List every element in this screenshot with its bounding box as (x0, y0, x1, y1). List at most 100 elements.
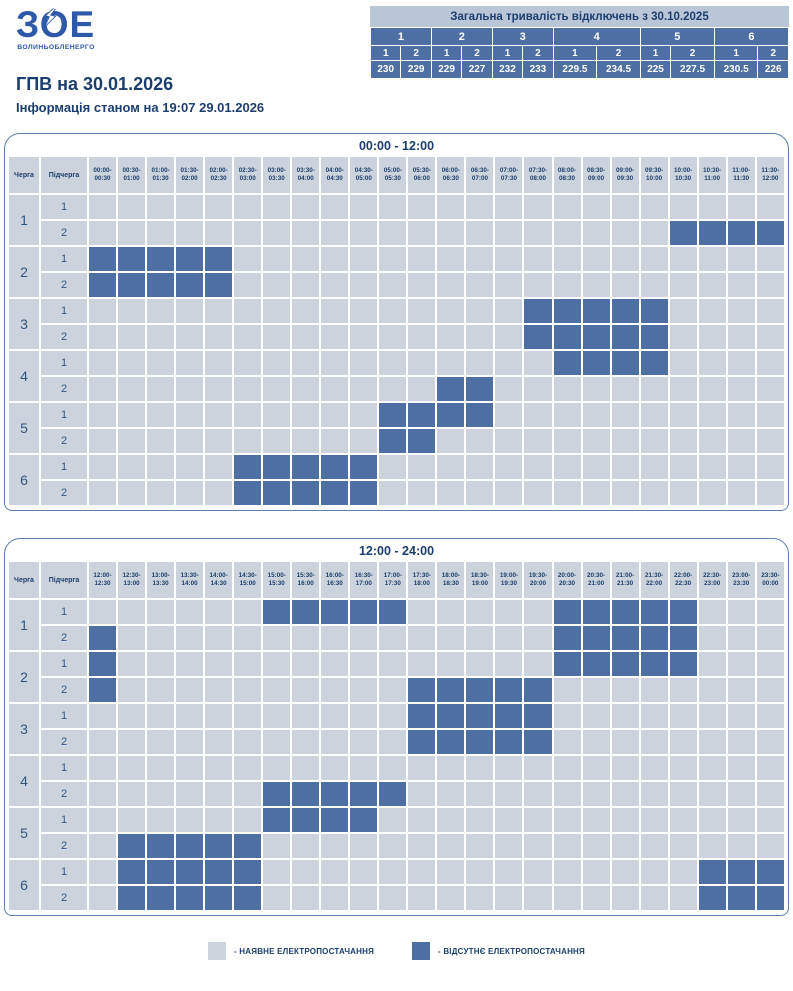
logo-letters: ЗОЕ (16, 4, 96, 45)
power-available-cell (89, 704, 117, 728)
outage-cell (118, 273, 146, 297)
time-slot-header: 08:30- 09:00 (582, 157, 610, 193)
power-available-cell (727, 626, 755, 650)
power-available-cell (756, 247, 784, 271)
totals-queue-header: 4 (553, 28, 640, 45)
power-available-cell (611, 782, 639, 806)
time-slot-header: 20:00- 20:30 (553, 562, 581, 598)
totals-subqueue-header: 1 (371, 46, 401, 60)
power-available-cell (321, 195, 349, 219)
outage-cell (263, 782, 291, 806)
power-available-cell (118, 195, 146, 219)
outage-cell (147, 273, 175, 297)
outage-cell (321, 600, 349, 624)
power-available-cell (205, 377, 233, 401)
power-available-cell (553, 860, 581, 884)
power-available-cell (640, 377, 668, 401)
power-available-cell (350, 221, 378, 245)
outage-cell (321, 782, 349, 806)
power-available-cell (727, 600, 755, 624)
outage-cell (698, 860, 726, 884)
power-available-cell (205, 756, 233, 780)
power-available-cell (582, 247, 610, 271)
power-available-cell (408, 808, 436, 832)
power-available-cell (640, 808, 668, 832)
outage-cell (611, 351, 639, 375)
outage-cell (408, 678, 436, 702)
power-available-cell (727, 756, 755, 780)
subqueue-label: 2 (41, 626, 87, 650)
power-available-cell (640, 429, 668, 453)
power-available-cell (640, 221, 668, 245)
time-slot-header: 03:30- 04:00 (292, 157, 320, 193)
power-available-cell (379, 221, 407, 245)
power-available-cell (263, 195, 291, 219)
power-available-cell (176, 377, 204, 401)
power-available-swatch (208, 942, 227, 960)
power-available-cell (321, 626, 349, 650)
power-available-cell (553, 678, 581, 702)
power-available-cell (379, 377, 407, 401)
power-available-cell (524, 600, 552, 624)
power-available-cell (756, 782, 784, 806)
subqueue-label: 1 (41, 808, 87, 832)
power-available-cell (640, 481, 668, 505)
power-available-cell (89, 808, 117, 832)
outage-cell (756, 886, 784, 910)
power-available-cell (147, 221, 175, 245)
power-available-cell (437, 626, 465, 650)
totals-subqueue-header: 2 (671, 46, 714, 60)
power-available-cell (89, 351, 117, 375)
power-available-cell (118, 756, 146, 780)
power-available-cell (640, 782, 668, 806)
power-available-cell (147, 195, 175, 219)
power-available-cell (727, 247, 755, 271)
subqueue-label: 1 (41, 652, 87, 676)
outage-cell (321, 808, 349, 832)
outage-cell (205, 860, 233, 884)
power-available-cell (147, 626, 175, 650)
power-available-cell (118, 403, 146, 427)
schedule-row: 2 (9, 730, 784, 754)
power-available-cell (408, 782, 436, 806)
power-available-cell (234, 626, 262, 650)
power-available-cell (524, 834, 552, 858)
power-available-cell (292, 886, 320, 910)
power-available-cell (205, 652, 233, 676)
schedule-row: 2 (9, 429, 784, 453)
legend: - НАЯВНЕ ЕЛЕКТРОПОСТАЧАННЯ - ВІДСУТНЄ ЕЛЕ… (0, 942, 793, 960)
totals-subqueue-header: 1 (553, 46, 597, 60)
power-available-cell (205, 678, 233, 702)
time-slot-header: 11:00- 11:30 (727, 157, 755, 193)
power-available-cell (292, 756, 320, 780)
power-available-cell (321, 325, 349, 349)
totals-subqueue-header: 2 (523, 46, 553, 60)
time-slot-header: 09:30- 10:00 (640, 157, 668, 193)
outage-cell (350, 600, 378, 624)
queue-column-header: Черга (9, 157, 39, 193)
outage-cell (756, 860, 784, 884)
power-available-cell (640, 455, 668, 479)
lightning-bolt-icon (44, 8, 57, 28)
legend-label: - ВІДСУТНЄ ЕЛЕКТРОПОСТАЧАННЯ (438, 946, 585, 956)
totals-subqueue-header: 2 (462, 46, 492, 60)
power-available-cell (379, 860, 407, 884)
queue-column-header: Черга (9, 562, 39, 598)
schedule-table-title: 12:00 - 24:00 (358, 544, 435, 558)
power-available-cell (495, 600, 523, 624)
power-available-cell (89, 600, 117, 624)
power-available-cell (466, 808, 494, 832)
power-available-cell (669, 808, 697, 832)
power-available-cell (118, 299, 146, 323)
power-available-cell (118, 221, 146, 245)
schedule-row: 2 (9, 325, 784, 349)
power-available-cell (495, 351, 523, 375)
outage-cell (263, 455, 291, 479)
time-slot-header: 16:00- 16:30 (321, 562, 349, 598)
power-available-cell (553, 195, 581, 219)
